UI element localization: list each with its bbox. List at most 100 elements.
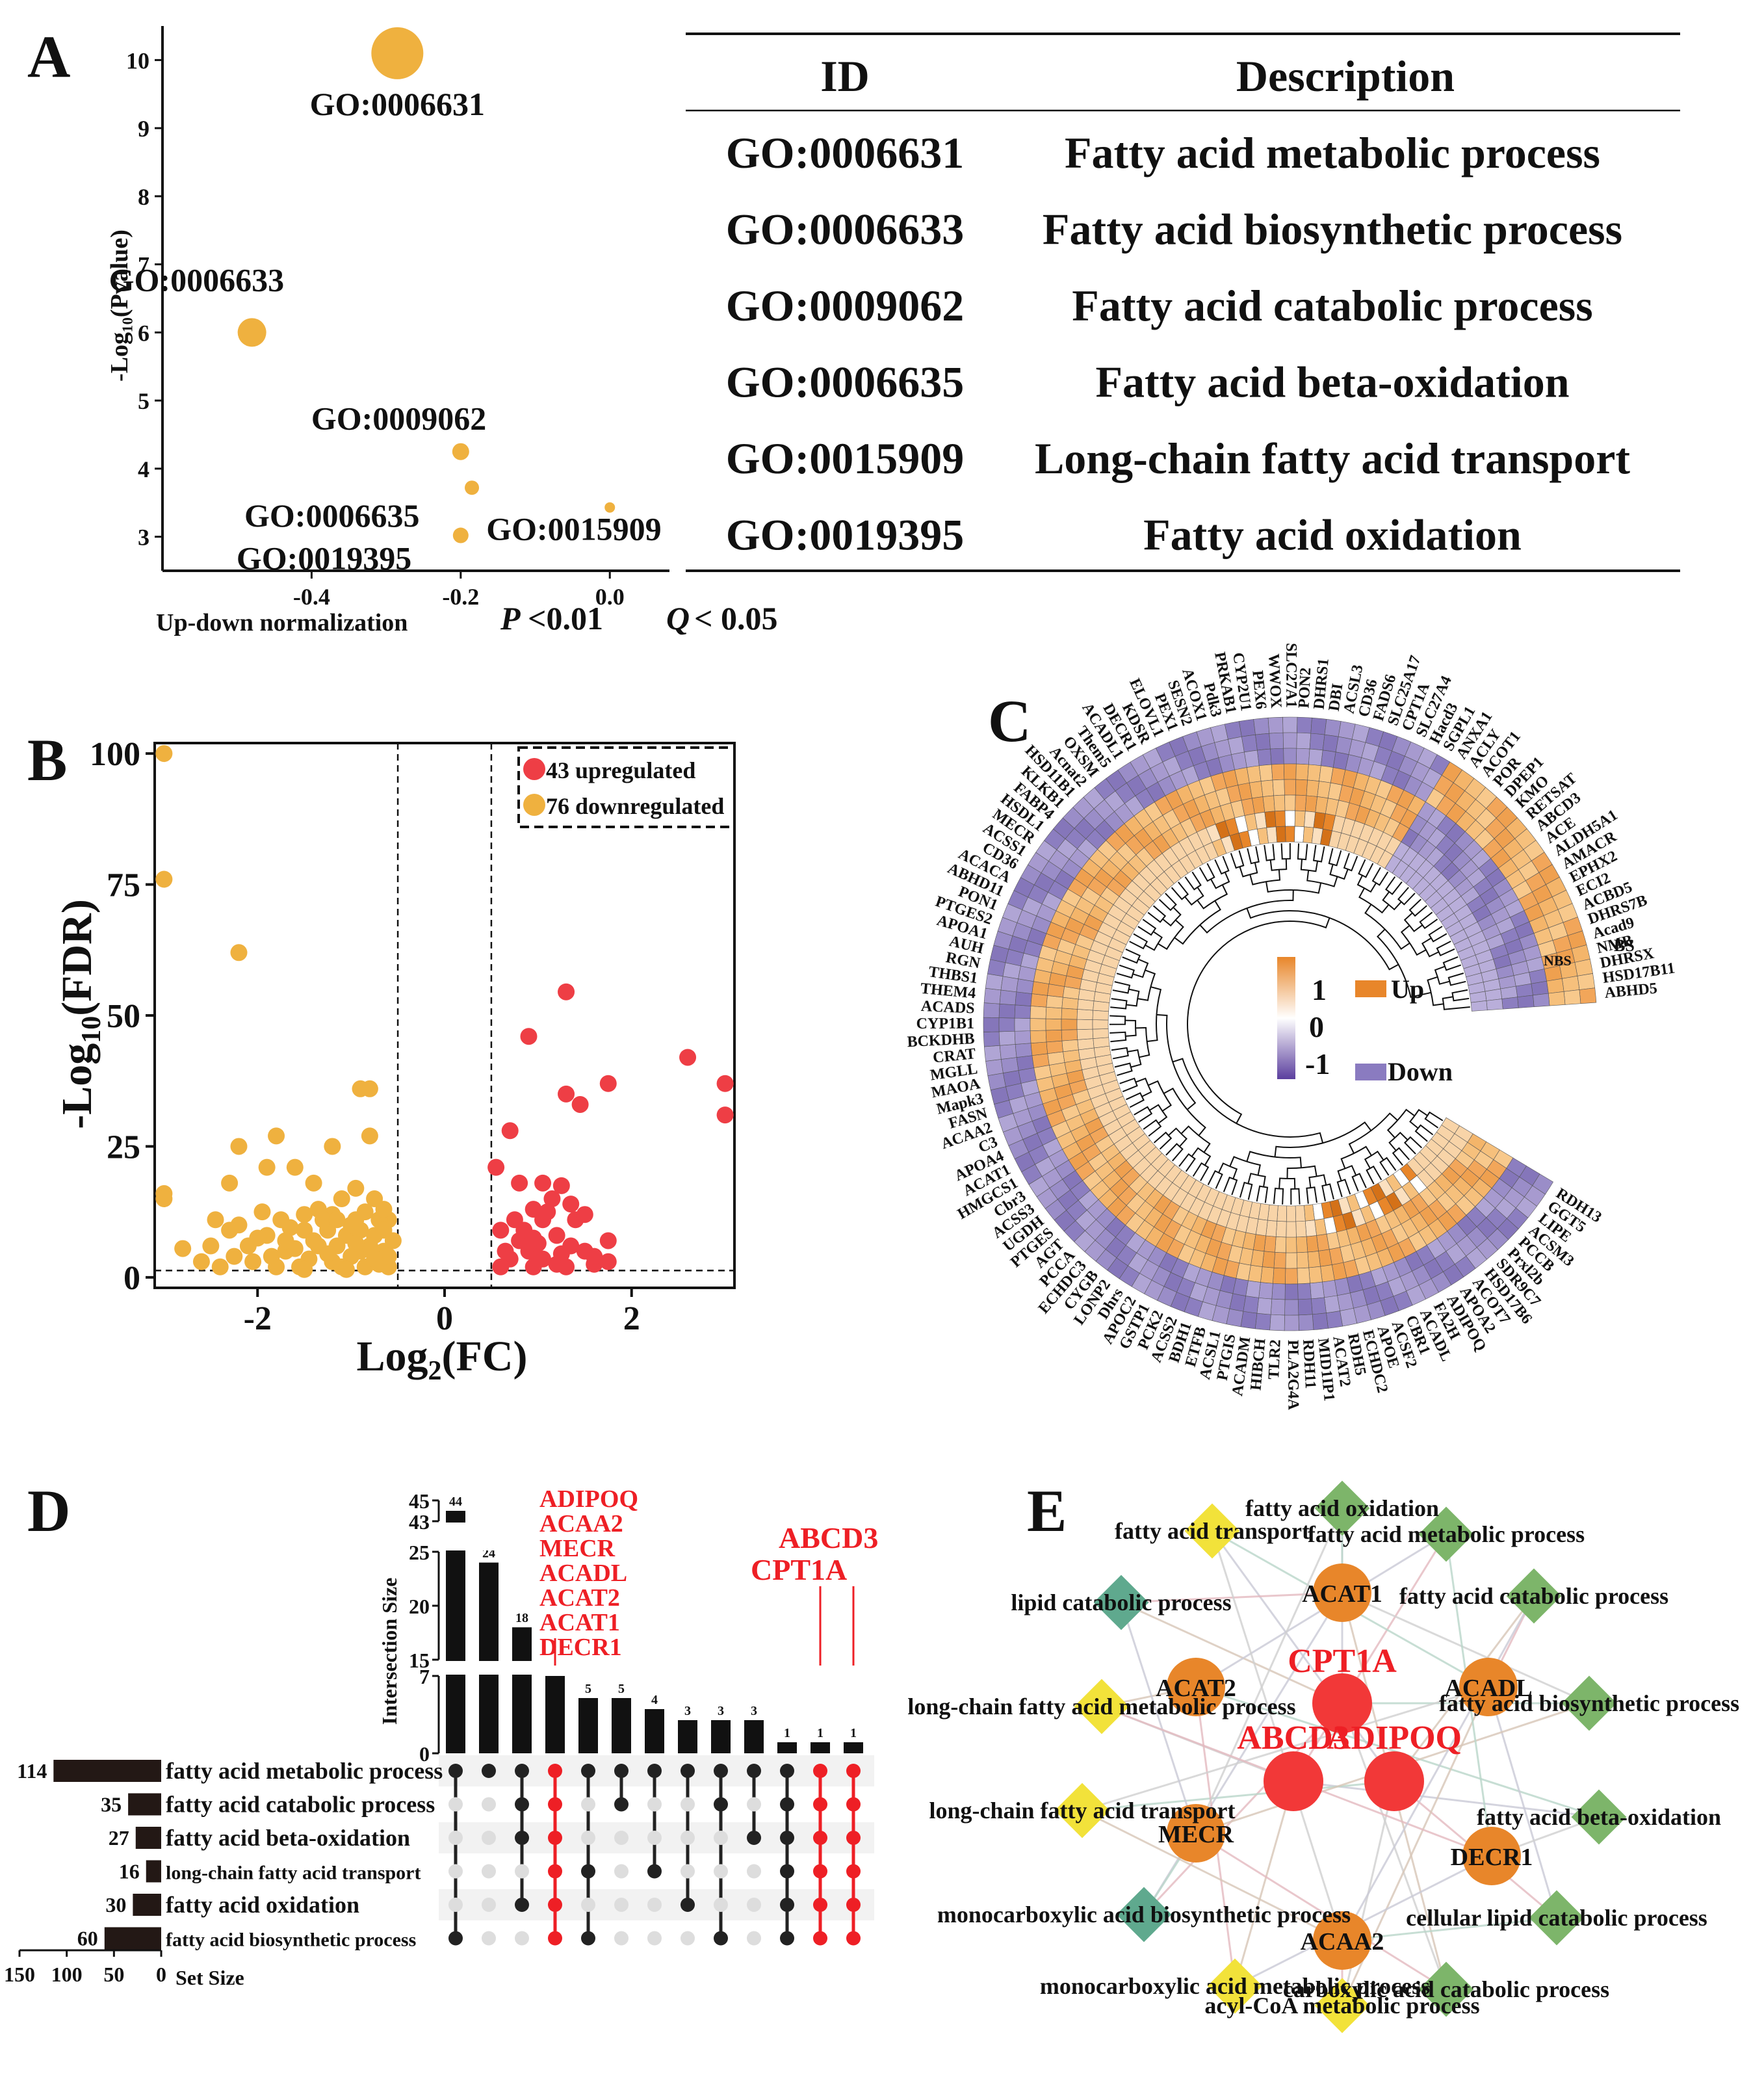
dendrogram-branch (1184, 871, 1202, 891)
set-size-value: 30 (105, 1893, 126, 1916)
dendrogram-branch (1427, 976, 1444, 1006)
down-point (347, 1179, 365, 1197)
intersection-tick-label: 15 (409, 1649, 430, 1672)
matrix-dot-off (581, 1797, 595, 1812)
panel-e-letter: E (1027, 1478, 1067, 1544)
term-label: fatty acid catabolic process (1399, 1583, 1668, 1609)
dendrogram-branch (1127, 1049, 1142, 1068)
matrix-dot-off (614, 1898, 629, 1912)
heatmap-cell (1271, 763, 1285, 781)
term-label: fatty acid transport (1115, 1518, 1310, 1544)
dendrogram-branch (1421, 937, 1440, 958)
dendrogram-branch (1273, 1187, 1284, 1205)
dendrogram-branch (1451, 989, 1470, 1002)
heatmap-cell (983, 1002, 1000, 1018)
intersection-bar (777, 1742, 797, 1753)
dendrogram-branch (1174, 900, 1221, 945)
heatmap-cell (999, 1044, 1017, 1060)
annotation-abcd3: ABCD3 (779, 1521, 878, 1554)
heatmap-cell (1047, 1051, 1065, 1066)
dendrogram-branch (1114, 1062, 1133, 1077)
panel-d-letter: D (27, 1478, 70, 1544)
heatmap-cell (1014, 1030, 1031, 1045)
dendrogram-branch (1223, 1176, 1238, 1196)
hub-node (1264, 1751, 1323, 1811)
term-node (1116, 1887, 1172, 1942)
matrix-dot-off (747, 1931, 761, 1946)
heatmap-cell (1295, 1205, 1306, 1222)
set-name: fatty acid catabolic process (166, 1792, 435, 1818)
dendrogram-branch (1249, 869, 1281, 885)
y-tick-label: 10 (126, 47, 149, 73)
set-size-tick-label: 150 (4, 1963, 35, 1986)
down-point (258, 1158, 276, 1176)
gene-labels: RDH13GGT5LIPEACSM3PCCBPrxl2bSDR9C7HSD17B… (907, 643, 1676, 1411)
panel-b-ticks: 0 25 50 75 100 -2 0 2 (90, 736, 640, 1337)
p-label: P (500, 600, 521, 636)
heatmap-cell (1273, 1267, 1286, 1285)
go-point (237, 318, 266, 347)
gene-node (1459, 1658, 1518, 1716)
network-edge (1342, 1916, 1557, 1942)
network-edge (1120, 1602, 1197, 1834)
y-tick-label: 7 (138, 252, 149, 278)
heatmap-cell (1270, 748, 1284, 765)
matrix-dot-on (780, 1931, 794, 1946)
matrix-dot-on (647, 1764, 662, 1778)
gene-node (1313, 1563, 1371, 1622)
matrix-dot-on (747, 1831, 761, 1845)
dendrogram-branch (1172, 1058, 1324, 1144)
dendrogram-branch (1158, 893, 1177, 911)
heatmap-cell (1014, 1004, 1031, 1019)
intersection-tick-label: 0 (419, 1742, 430, 1766)
gene-label: ACAT2 (1156, 1675, 1236, 1702)
intersection-value: 44 (449, 1495, 462, 1509)
heatmap-cell (1296, 732, 1312, 750)
heatmap-cell (1269, 1314, 1285, 1331)
matrix-dot-off (448, 1898, 463, 1912)
legend-up-swatch (1355, 980, 1386, 997)
gene-label: ACAA2 (1301, 1928, 1384, 1955)
term-node (1418, 1961, 1474, 2017)
dendrogram-branch (1112, 981, 1131, 994)
up-point (515, 1222, 533, 1239)
matrix-dot-off (747, 1864, 761, 1879)
y-tick-label: 5 (138, 388, 149, 414)
up-point (539, 1203, 556, 1221)
dendrogram-branch (1392, 1147, 1410, 1166)
heatmap-cell (1297, 1283, 1312, 1300)
matrix-dot-on (813, 1831, 827, 1845)
down-point (319, 1245, 337, 1262)
up-point (716, 1106, 734, 1124)
intersection-tick-label: 7 (419, 1665, 430, 1688)
dendrogram-branch (1109, 1031, 1127, 1043)
term-node (1074, 1679, 1130, 1734)
heatmap-cell (1266, 826, 1278, 844)
gene-label: PLA2G4A (1284, 1340, 1302, 1411)
down-point (296, 1206, 313, 1223)
intersection-bar (545, 1676, 565, 1753)
dendrogram-branch (1246, 1151, 1302, 1168)
heatmap-cell (1320, 1264, 1335, 1283)
set-size-label: Set Size (175, 1966, 244, 1989)
matrix-dot-off (681, 1864, 695, 1879)
dendrogram-branch (1419, 911, 1438, 930)
set-name: long-chain fatty acid transport (166, 1863, 421, 1884)
heatmap-cell (1030, 1018, 1046, 1031)
up-point (501, 1122, 519, 1140)
heatmap-cell (1046, 1040, 1063, 1054)
go-point-label: GO:0015909 (486, 511, 661, 547)
heatmap-cell (1076, 1019, 1093, 1030)
intersection-bar (711, 1720, 731, 1753)
matrix-dot-off (581, 1831, 595, 1845)
down-point (226, 1248, 243, 1265)
panel-b-legend: 43 upregulated 76 downregulated (517, 746, 736, 828)
matrix-dot-off (482, 1898, 496, 1912)
network-edge (1292, 1534, 1447, 1782)
legend-up-label: 43 upregulated (546, 757, 695, 783)
dendrogram-branch (1379, 1157, 1397, 1176)
heatmap-cell (1304, 1204, 1315, 1222)
down-point (230, 1138, 248, 1155)
matrix-dot-on (714, 1764, 728, 1778)
dendrogram-branch (1247, 1172, 1266, 1187)
